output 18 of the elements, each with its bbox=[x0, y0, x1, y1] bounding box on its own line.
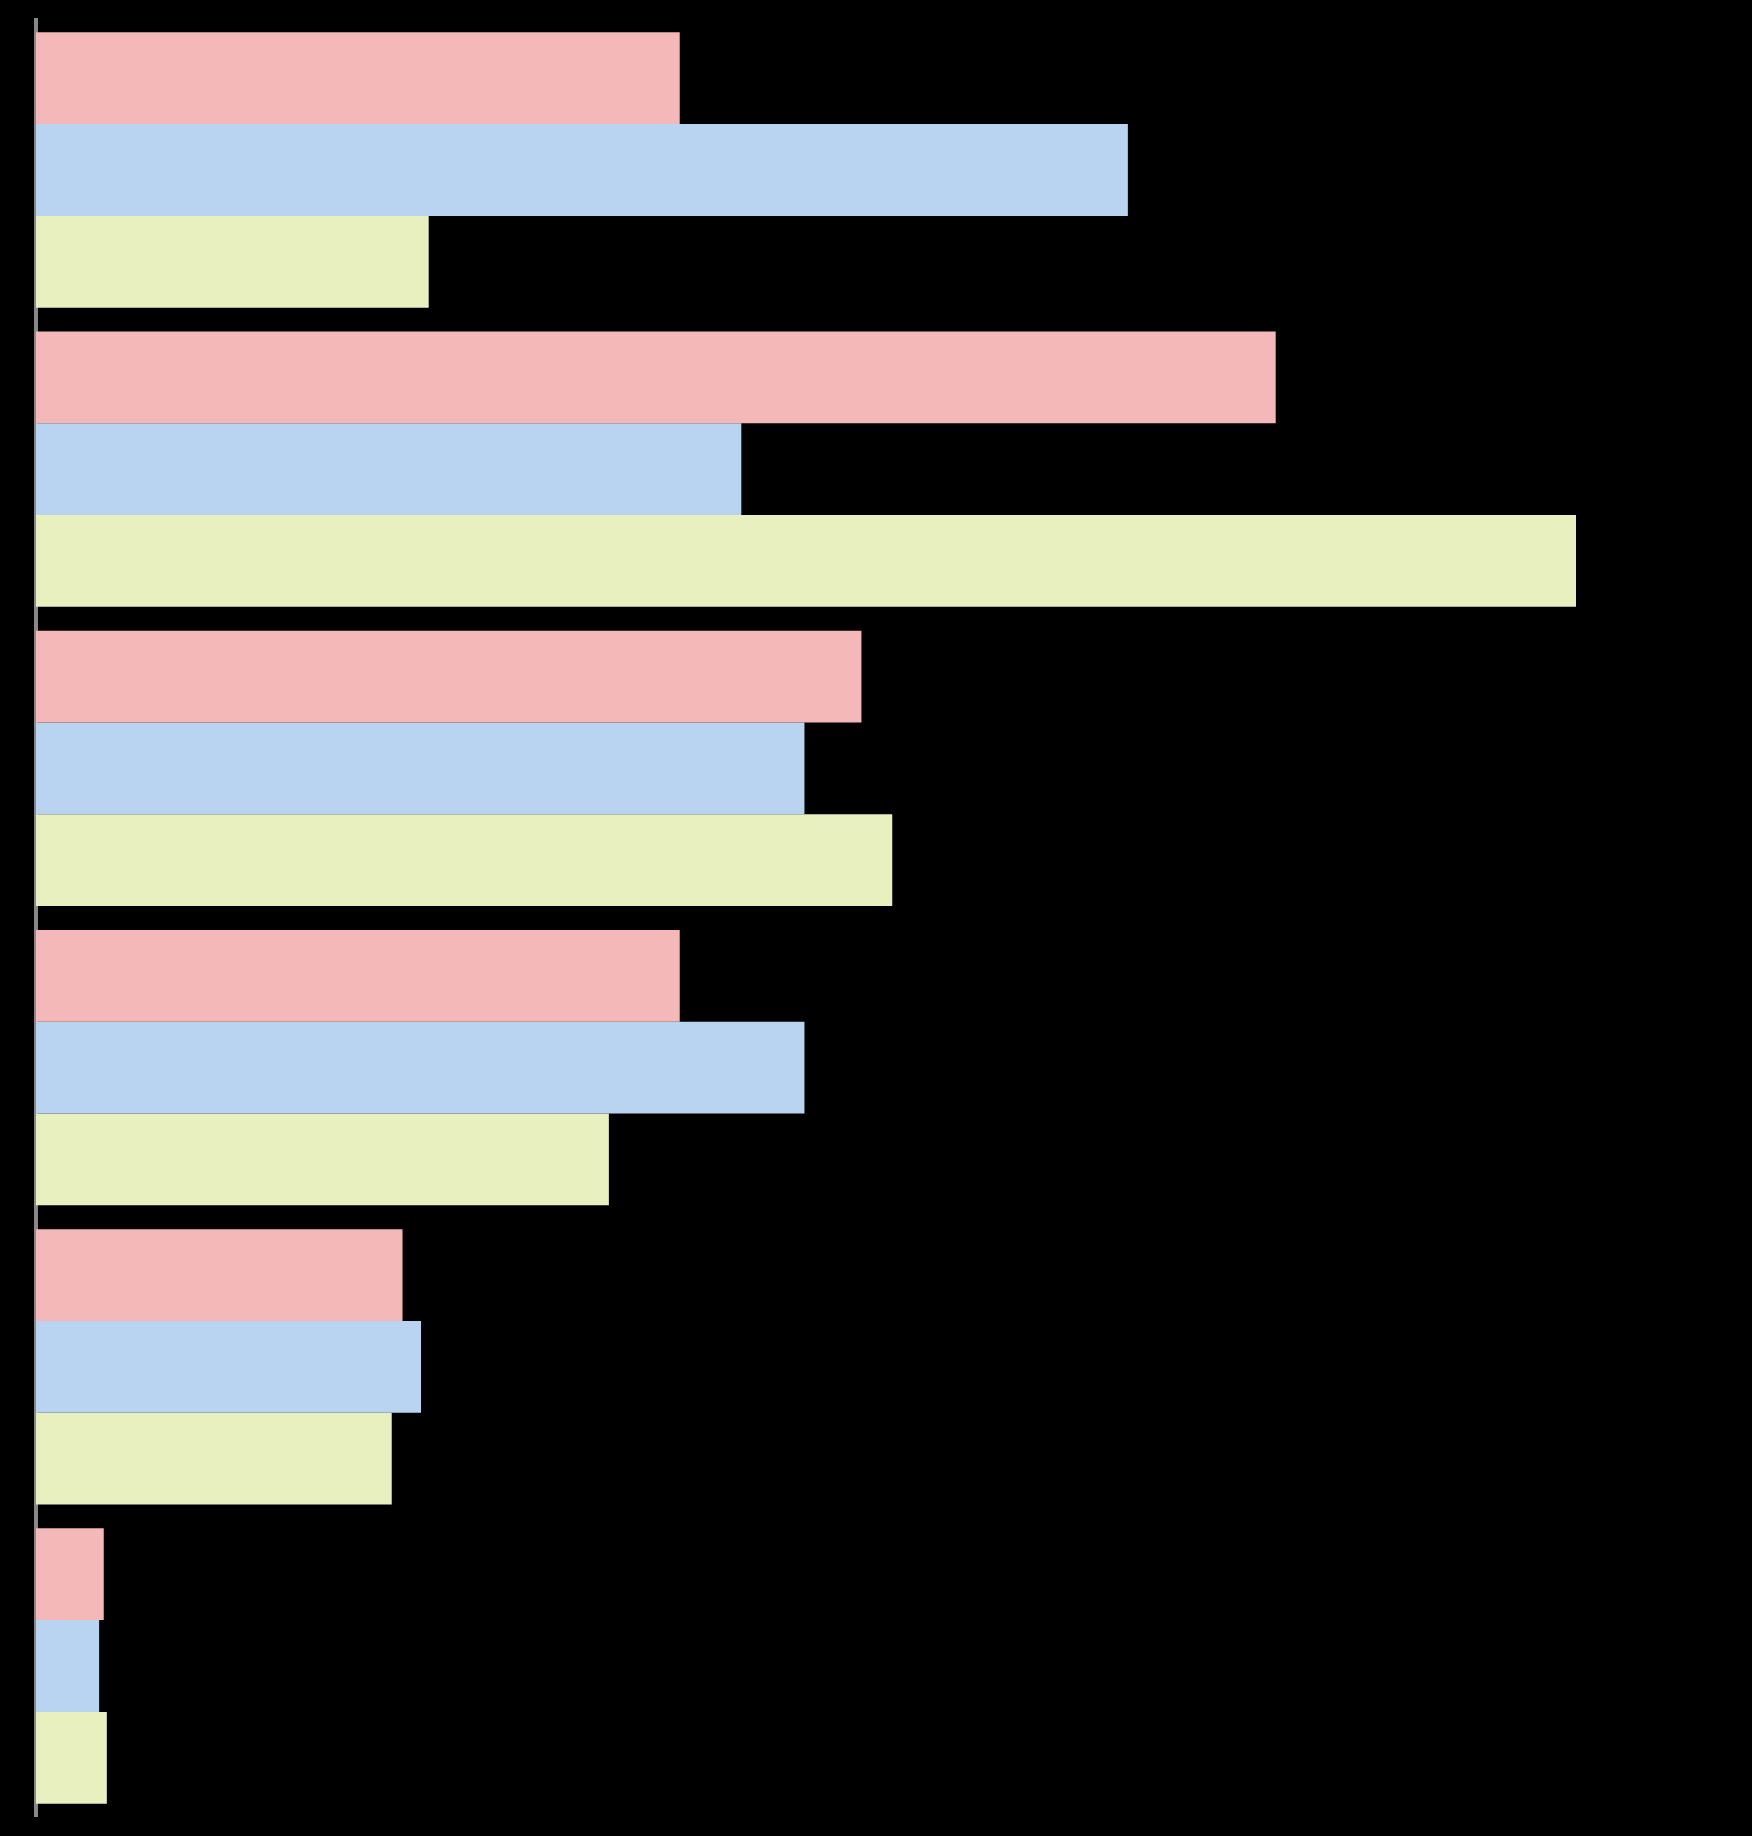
bar bbox=[36, 331, 1276, 424]
bar bbox=[36, 1711, 107, 1804]
bar bbox=[36, 1021, 805, 1114]
bar bbox=[36, 515, 1576, 607]
bar bbox=[36, 1620, 100, 1712]
bar bbox=[36, 929, 680, 1022]
bar bbox=[36, 1528, 104, 1621]
bar bbox=[36, 124, 1128, 216]
bar bbox=[36, 814, 893, 907]
bar bbox=[36, 32, 680, 125]
bar bbox=[36, 722, 805, 815]
bar bbox=[36, 1229, 403, 1321]
bar bbox=[36, 423, 742, 516]
bar bbox=[36, 1412, 392, 1505]
bar bbox=[36, 630, 862, 723]
bar bbox=[36, 1113, 609, 1206]
bar bbox=[36, 215, 429, 308]
bar bbox=[36, 1320, 421, 1413]
